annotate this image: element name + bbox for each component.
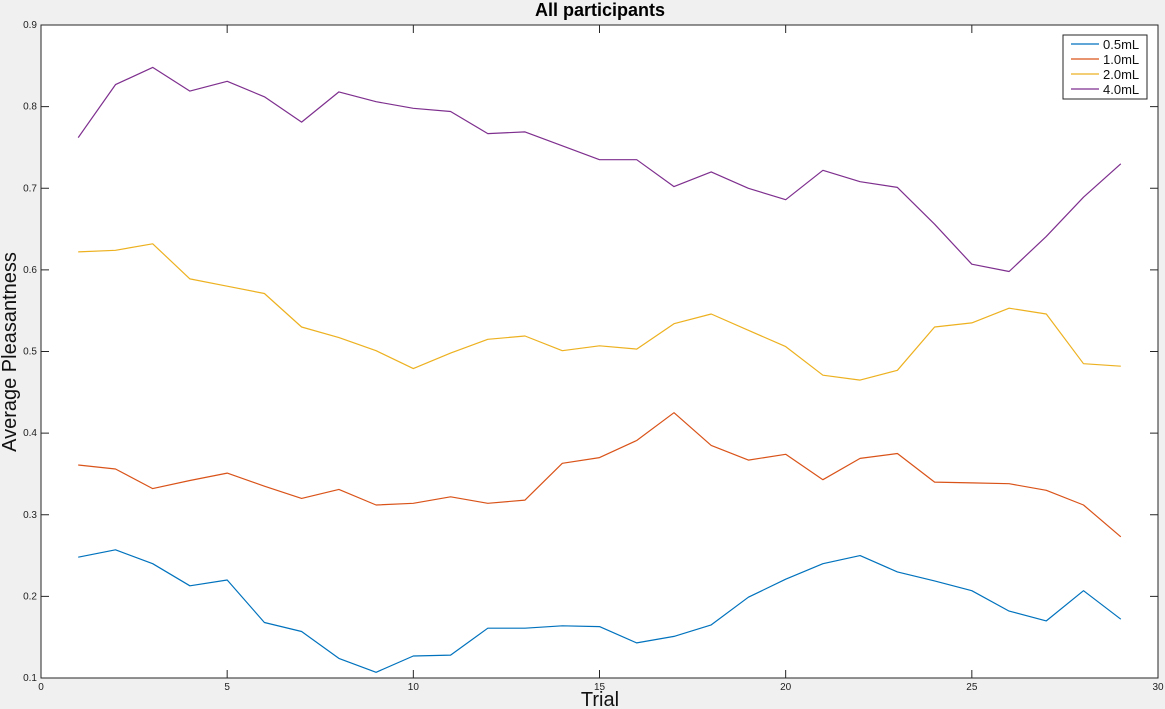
- y-tick-label: 0.4: [23, 428, 37, 439]
- series-line-4.0mL: [77, 66, 1122, 273]
- y-tick-label: 0.3: [23, 510, 37, 521]
- legend-label: 2.0mL: [1103, 67, 1139, 82]
- plot-area: [41, 25, 1158, 678]
- x-tick-label: 20: [780, 682, 792, 693]
- y-tick-label: 0.9: [23, 20, 37, 31]
- legend-label: 4.0mL: [1103, 82, 1139, 97]
- series-line-0.5mL: [78, 549, 1122, 673]
- series-line-1.0mL: [78, 412, 1122, 538]
- plot-frame: [40, 24, 1159, 679]
- y-tick-label: 0.7: [23, 183, 37, 194]
- x-tick-label: 0: [38, 682, 44, 693]
- y-tick-label: 0.2: [23, 591, 37, 602]
- x-axis-label: Trial: [581, 689, 619, 709]
- x-tick-label: 10: [408, 682, 420, 693]
- x-tick-label: 30: [1152, 682, 1164, 693]
- series-lines: [77, 66, 1122, 673]
- legend-box: [1062, 34, 1148, 100]
- x-tick-label: 15: [594, 682, 606, 693]
- y-tick-label: 0.6: [23, 265, 37, 276]
- y-tick-label: 0.1: [23, 673, 37, 684]
- y-tick-label: 0.8: [23, 102, 37, 113]
- series-line-2.0mL: [78, 243, 1121, 381]
- axis-ticks: 0 5 10 15 20 25 30 0.1 0.2 0.3 0.4 0.5 0.6 0.7 0.8 0.9: [23, 20, 1164, 693]
- legend-label: 0.5mL: [1103, 37, 1139, 52]
- y-axis-label: Average Pleasantness: [0, 252, 21, 452]
- chart-title: All participants: [535, 0, 665, 20]
- y-tick-label: 0.5: [23, 347, 37, 358]
- x-tick-label: 25: [966, 682, 978, 693]
- x-tick-label: 5: [224, 682, 230, 693]
- legend-label: 1.0mL: [1103, 52, 1139, 67]
